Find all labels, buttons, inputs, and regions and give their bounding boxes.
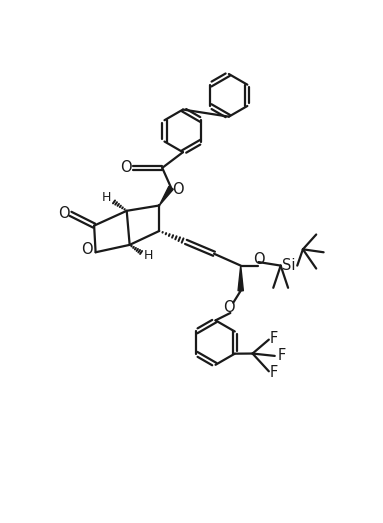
Text: O: O [82, 242, 93, 257]
Text: F: F [270, 331, 278, 346]
Text: H: H [101, 191, 111, 204]
Polygon shape [159, 186, 173, 206]
Text: O: O [120, 161, 132, 175]
Text: F: F [270, 365, 278, 380]
Text: H: H [144, 249, 154, 262]
Text: O: O [172, 181, 183, 197]
Text: Si: Si [282, 258, 296, 273]
Polygon shape [238, 266, 243, 291]
Text: O: O [253, 252, 264, 267]
Text: O: O [58, 206, 70, 221]
Text: O: O [223, 300, 235, 314]
Text: F: F [277, 348, 285, 363]
